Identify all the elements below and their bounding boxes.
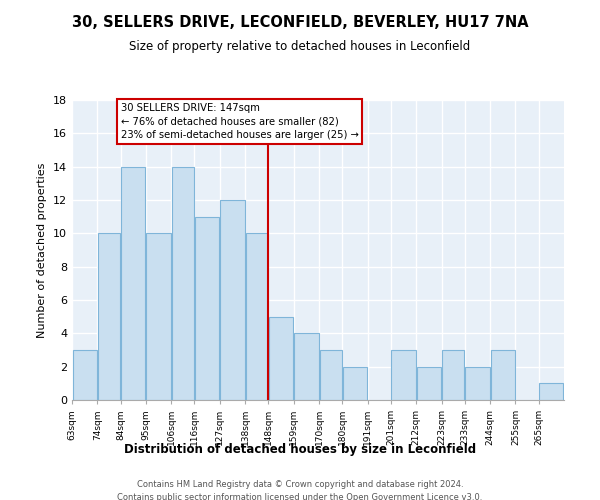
Bar bbox=[269, 316, 293, 400]
Bar bbox=[417, 366, 441, 400]
Text: Size of property relative to detached houses in Leconfield: Size of property relative to detached ho… bbox=[130, 40, 470, 53]
Bar bbox=[246, 234, 268, 400]
Bar bbox=[98, 234, 120, 400]
Text: Distribution of detached houses by size in Leconfield: Distribution of detached houses by size … bbox=[124, 442, 476, 456]
Bar bbox=[73, 350, 97, 400]
Bar bbox=[491, 350, 515, 400]
Bar bbox=[172, 166, 194, 400]
Bar bbox=[343, 366, 367, 400]
Bar bbox=[295, 334, 319, 400]
Bar bbox=[539, 384, 563, 400]
Bar bbox=[391, 350, 416, 400]
Text: 30, SELLERS DRIVE, LECONFIELD, BEVERLEY, HU17 7NA: 30, SELLERS DRIVE, LECONFIELD, BEVERLEY,… bbox=[71, 15, 529, 30]
Text: 30 SELLERS DRIVE: 147sqm
← 76% of detached houses are smaller (82)
23% of semi-d: 30 SELLERS DRIVE: 147sqm ← 76% of detach… bbox=[121, 104, 358, 140]
Bar bbox=[195, 216, 219, 400]
Bar bbox=[442, 350, 464, 400]
Y-axis label: Number of detached properties: Number of detached properties bbox=[37, 162, 47, 338]
Bar bbox=[465, 366, 490, 400]
Bar bbox=[146, 234, 171, 400]
Text: Contains HM Land Registry data © Crown copyright and database right 2024.
Contai: Contains HM Land Registry data © Crown c… bbox=[118, 480, 482, 500]
Bar bbox=[220, 200, 245, 400]
Bar bbox=[121, 166, 145, 400]
Bar bbox=[320, 350, 341, 400]
